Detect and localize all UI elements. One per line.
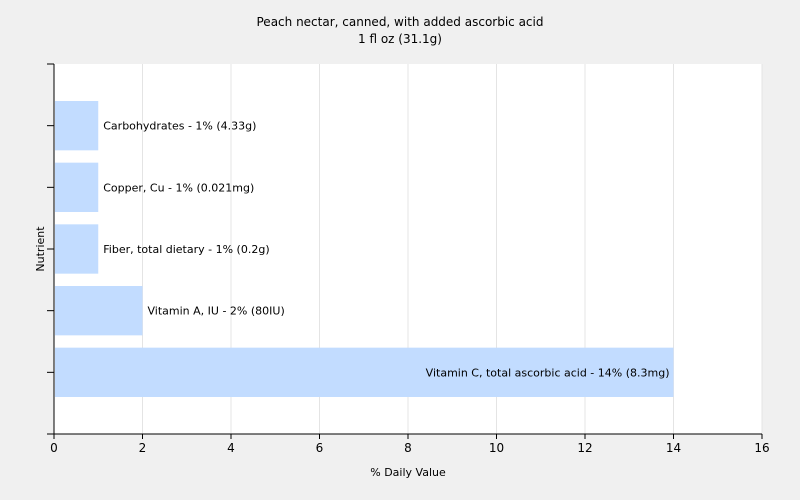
x-tick-label: 4	[227, 441, 235, 455]
chart-title-block: Peach nectar, canned, with added ascorbi…	[0, 14, 800, 48]
x-tick-label: 0	[50, 441, 58, 455]
x-tick-label: 10	[489, 441, 504, 455]
x-tick-label: 16	[754, 441, 769, 455]
data-label: Vitamin A, IU - 2% (80IU)	[148, 305, 285, 318]
chart-subtitle: 1 fl oz (31.1g)	[358, 32, 442, 46]
y-axis-title: Nutrient	[34, 226, 47, 272]
y-axis-ticks	[47, 63, 54, 435]
data-label: Vitamin C, total ascorbic acid - 14% (8.…	[426, 366, 670, 379]
x-axis-ticks: 0 2 4 6 8 10 12 14 16	[50, 434, 770, 455]
x-tick-label: 12	[577, 441, 592, 455]
bar	[55, 162, 99, 212]
x-tick-label: 14	[666, 441, 681, 455]
data-label: Carbohydrates - 1% (4.33g)	[103, 120, 256, 133]
bar	[55, 286, 143, 336]
data-label: Copper, Cu - 1% (0.021mg)	[103, 181, 254, 194]
x-axis-title: % Daily Value	[370, 466, 446, 479]
chart-title: Peach nectar, canned, with added ascorbi…	[256, 15, 544, 29]
x-tick-label: 6	[316, 441, 324, 455]
data-label: Fiber, total dietary - 1% (0.2g)	[103, 243, 269, 256]
bars: Carbohydrates - 1% (4.33g) Copper, Cu - 1…	[55, 101, 674, 397]
x-tick-label: 2	[139, 441, 147, 455]
bar	[55, 224, 99, 274]
x-tick-label: 8	[404, 441, 412, 455]
bar	[55, 101, 99, 151]
bar	[55, 347, 674, 397]
